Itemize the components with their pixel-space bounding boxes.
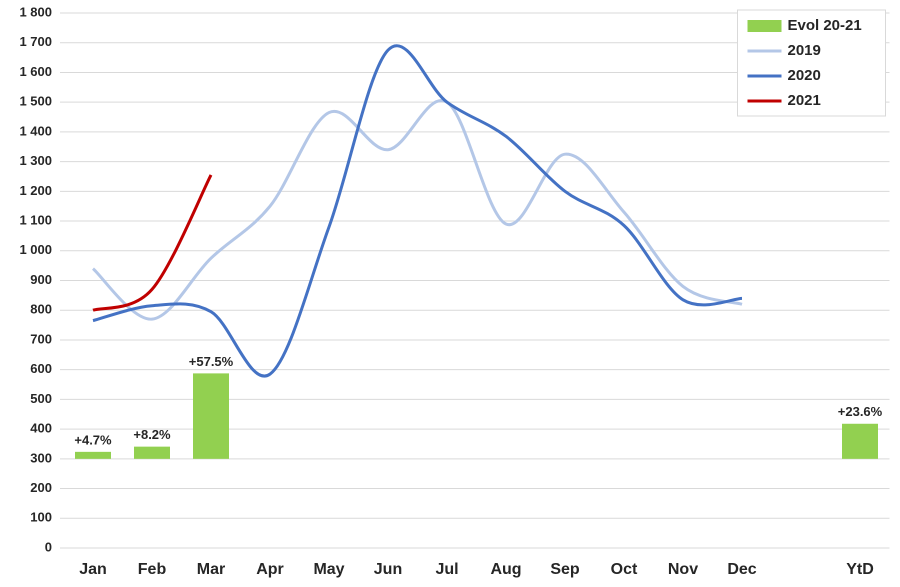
legend-swatch [747,20,782,32]
x-tick-label: Feb [138,561,167,578]
line [91,98,743,321]
data-label: +23.6% [838,404,883,419]
bar [842,423,878,459]
x-tick-label: Oct [611,561,638,578]
y-tick-label: 1 800 [19,4,52,19]
y-tick-label: 100 [30,510,52,525]
x-tick-label: Nov [668,561,698,578]
y-tick-label: 300 [30,450,52,465]
y-tick-label: 1 000 [19,242,52,257]
y-tick-label: 1 300 [19,153,52,168]
legend-label: 2019 [788,42,821,59]
bar [134,446,170,459]
y-tick-label: 1 700 [19,34,52,49]
y-tick-label: 700 [30,331,52,346]
bar [75,451,111,459]
y-tick-label: 500 [30,391,52,406]
x-tick-label: Dec [727,561,756,578]
y-tick-label: 1 100 [19,212,52,227]
y-tick-label: 1 200 [19,183,52,198]
legend-label: Evol 20-21 [788,17,862,34]
legend-label: 2020 [788,67,821,84]
x-tick-label: Jan [79,561,107,578]
y-tick-label: 400 [30,421,52,436]
bar [193,373,229,459]
x-tick-label: Jun [374,561,402,578]
x-tick-label: Sep [550,561,580,578]
line [92,44,743,378]
x-tick-label: Mar [197,561,225,578]
x-tick-label: Apr [256,561,284,578]
y-tick-label: 900 [30,272,52,287]
legend-label: 2021 [788,92,821,109]
data-label: +57.5% [189,354,234,369]
data-label: +8.2% [133,427,171,442]
x-tick-label: YtD [846,561,874,578]
x-tick-label: Jul [435,561,458,578]
y-tick-label: 1 600 [19,64,52,79]
y-tick-label: 800 [30,302,52,317]
x-tick-label: May [313,561,344,578]
data-label: +4.7% [74,432,112,447]
line [92,174,213,312]
y-tick-label: 1 400 [19,123,52,138]
x-tick-label: Aug [490,561,521,578]
y-tick-label: 1 500 [19,94,52,109]
y-tick-label: 0 [45,539,52,554]
y-tick-label: 600 [30,361,52,376]
y-tick-label: 200 [30,480,52,495]
